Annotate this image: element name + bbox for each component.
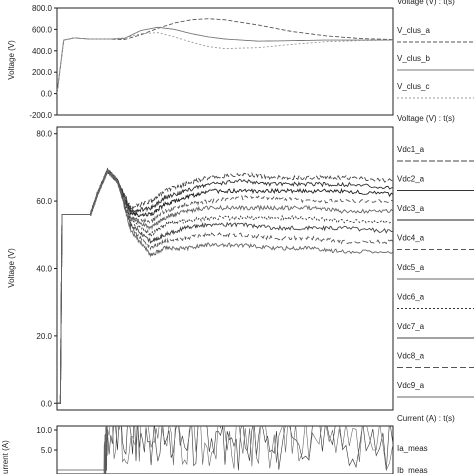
legend-label-vdc9_a: Vdc9_a	[397, 381, 425, 390]
y-tick-label: 60.0	[36, 197, 52, 206]
legend-label-vdc2_a: Vdc2_a	[397, 175, 425, 184]
panel-title: Voltage (V) : t(s)	[397, 0, 455, 6]
series-line-v_clus_c	[57, 32, 393, 94]
series-line-ib_meas	[57, 426, 393, 474]
legend-label-ia_meas: Ia_meas	[397, 444, 428, 453]
plot-area	[56, 7, 394, 116]
y-tick-label: 0.0	[41, 90, 53, 99]
legend-label-vdc8_a: Vdc8_a	[397, 352, 425, 361]
legend-label-vdc7_a: Vdc7_a	[397, 322, 425, 331]
y-tick-label: 80.0	[36, 130, 52, 139]
y-tick-label: 0.0	[41, 399, 53, 408]
y-tick-label: 40.0	[36, 265, 52, 274]
legend-label-vdc6_a: Vdc6_a	[397, 293, 425, 302]
y-axis-label: Voltage (V)	[7, 248, 16, 288]
series-line-v_clus_b	[57, 26, 393, 94]
series-line-vdc8_a	[57, 169, 393, 404]
y-tick-label: 400.0	[32, 47, 53, 56]
legend-label-vdc5_a: Vdc5_a	[397, 263, 425, 272]
series-line-vdc4_a	[57, 169, 393, 404]
chart-panel-1: 800.0 600.0 400.0 200.0 0.0 -200.0 Voltage (V)…	[7, 0, 474, 120]
y-tick-label: -200.0	[29, 111, 52, 120]
y-tick-label: 200.0	[32, 68, 53, 77]
y-tick-label: 20.0	[36, 332, 52, 341]
y-axis-label: Voltage (V)	[7, 40, 16, 80]
chart-panel-3: 10.0 5.0 Current (A) Current (A) : t(s) Ia_m…	[1, 414, 455, 474]
y-tick-label: 600.0	[32, 25, 53, 34]
chart-panel-2: 80.0 60.0 40.0 20.0 0.0 Voltage (V) Voltage (V…	[7, 114, 474, 411]
legend-label-ib_meas: Ib_meas	[397, 466, 428, 474]
legend-label-vdc4_a: Vdc4_a	[397, 234, 425, 243]
legend-label-vdc3_a: Vdc3_a	[397, 204, 425, 213]
series-line-vdc9_a	[57, 169, 393, 404]
y-tick-label: 10.0	[36, 426, 52, 435]
panel-title: Current (A) : t(s)	[397, 414, 455, 423]
legend-label-v_clus_b: V_clus_b	[397, 54, 430, 63]
panel-title: Voltage (V) : t(s)	[397, 114, 455, 123]
legend-label-vdc1_a: Vdc1_a	[397, 145, 425, 154]
legend-label-v_clus_a: V_clus_a	[397, 26, 430, 35]
legend-label-v_clus_c: V_clus_c	[397, 82, 429, 91]
y-tick-label: 800.0	[32, 4, 53, 13]
y-tick-label: 5.0	[41, 446, 53, 455]
y-axis-label: Current (A)	[1, 440, 10, 474]
